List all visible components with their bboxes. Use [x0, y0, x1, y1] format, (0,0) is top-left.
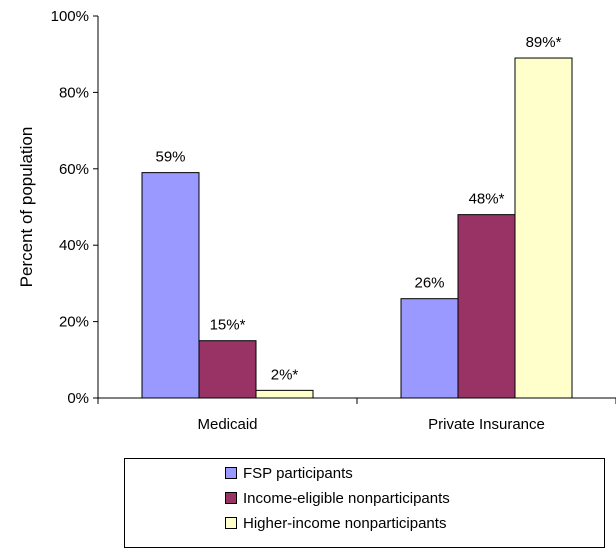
- x-tick-label: Private Insurance: [428, 416, 545, 433]
- data-label: 15%*: [210, 317, 246, 334]
- legend-swatch: [225, 517, 237, 529]
- legend-label: Income-eligible nonparticipants: [243, 489, 450, 507]
- x-tick-label: Medicaid: [197, 416, 257, 433]
- bars: 59% 15%* 2%* 26% 48%* 89%*: [141, 34, 573, 399]
- y-tick-label: 80%: [59, 84, 89, 101]
- y-tick-label: 100%: [51, 8, 89, 25]
- data-label: 48%*: [469, 191, 505, 208]
- legend-item-fsp-participants: FSP participants: [225, 463, 353, 483]
- y-tick-label: 60%: [59, 161, 89, 178]
- data-label: 59%: [155, 149, 185, 166]
- y-tick-label: 40%: [59, 237, 89, 254]
- y-tick-label: 20%: [59, 314, 89, 331]
- bar: [400, 298, 459, 399]
- bar: [514, 57, 573, 399]
- legend-swatch: [225, 467, 237, 479]
- bar-chart: 0% 20% 40% 60% 80% 100% 59% 15%* 2%* 26% 48%* 89%*…: [17, 8, 616, 433]
- data-label: 26%: [414, 275, 444, 292]
- bar: [141, 172, 200, 399]
- legend-label: FSP participants: [243, 464, 353, 482]
- bar: [457, 214, 516, 399]
- y-tick-label: 0%: [67, 390, 89, 407]
- legend-item-income-eligible: Income-eligible nonparticipants: [225, 488, 450, 508]
- y-axis-label: Percent of population: [17, 127, 36, 288]
- bar: [198, 340, 257, 399]
- chart-legend: FSP participants Income-eligible nonpart…: [124, 458, 605, 548]
- legend-swatch: [225, 492, 237, 504]
- legend-item-higher-income: Higher-income nonparticipants: [225, 513, 446, 533]
- data-label: 89%*: [526, 34, 562, 51]
- data-label: 2%*: [271, 366, 299, 383]
- legend-label: Higher-income nonparticipants: [243, 514, 447, 532]
- x-axis: Medicaid Private Insurance: [97, 397, 616, 433]
- bar: [255, 389, 314, 399]
- y-axis: 0% 20% 40% 60% 80% 100%: [51, 8, 99, 407]
